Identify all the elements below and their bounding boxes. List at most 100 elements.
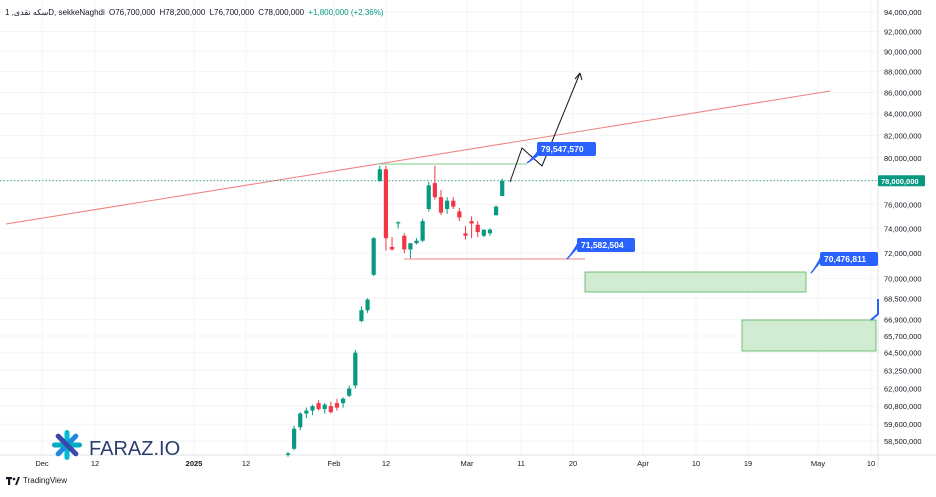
close-label: C [258,8,265,17]
last-price-label: 78,000,000 [881,177,919,186]
x-tick-label: 12 [91,459,99,468]
candle-body [420,221,425,241]
y-tick-label: 92,000,000 [884,27,922,36]
y-tick-label: 74,000,000 [884,224,922,233]
y-tick-label: 68,500,000 [884,294,922,303]
candle-body [340,398,346,404]
y-tick-label: 82,000,000 [884,132,922,141]
candle-body [500,180,505,196]
change-value: +1,800,000 (+2.36%) [308,8,384,17]
candle-body [396,222,401,224]
x-tick-label: Feb [328,459,341,468]
y-tick-label: 80,000,000 [884,154,922,163]
close-value: 78,000,000 [264,8,305,17]
x-tick-label: 20 [569,459,577,468]
candle-body [445,200,450,210]
candle-body [408,243,413,250]
candle-body [389,246,395,250]
y-tick-label: 72,000,000 [884,249,922,258]
y-tick-label: 84,000,000 [884,110,922,119]
candle-body [353,352,358,386]
y-tick-label: 66,900,000 [884,316,922,325]
y-tick-label: 76,000,000 [884,200,922,209]
symbol-header: سکه نقدی, 1D, sekkeNaghdi O76,700,000 H7… [5,8,384,17]
candle-body [402,235,407,250]
y-tick-label: 94,000,000 [884,8,922,17]
y-tick-label: 90,000,000 [884,47,922,56]
y-tick-label: 86,000,000 [884,88,922,97]
callout-box [537,142,596,156]
candle-body [365,299,370,311]
y-tick-label: 63,250,000 [884,366,922,375]
candle-body [493,206,499,216]
logo-petal [55,433,79,457]
x-tick-label: Dec [35,459,49,468]
candle-body [414,240,419,244]
candle-body [487,229,493,234]
resistance-trendline [5,90,831,225]
candle-body [377,169,382,181]
candle-body [438,197,444,213]
callout-label: 70,476,811 [824,254,866,264]
high-value: 78,200,000 [165,8,206,17]
low-value: 76,700,000 [214,8,255,17]
x-tick-label: May [811,459,825,468]
open-value: 76,700,000 [115,8,156,17]
callout-label: 79,547,570 [541,144,584,154]
candle-body [304,410,309,414]
symbol-line: سکه نقدی, 1D, sekkeNaghdi [5,8,105,17]
y-tick-label: 70,000,000 [884,275,922,284]
callout-label: 71,582,504 [581,240,624,250]
asterisk-logo-icon [52,430,82,460]
x-tick-label: 11 [517,459,525,468]
y-tick-label: 65,700,000 [884,332,922,341]
candle-body [426,185,431,210]
callout-box [577,238,635,252]
candle-body [481,229,486,236]
candle-body [347,388,352,396]
candle-body [285,453,291,456]
candle-body [322,404,327,410]
candle-body [359,310,364,321]
x-tick-label: Mar [461,459,474,468]
projection-arrowhead [574,72,583,81]
candle-body [469,221,474,224]
y-tick-label: 60,800,000 [884,402,922,411]
candle-body [475,224,480,233]
high-label: H [159,8,166,17]
x-tick-label: 2025 [186,459,203,468]
tradingview-logo-icon [6,476,20,485]
candle-body [298,413,303,428]
tradingview-brand: TradingView [23,476,68,485]
candle-body [334,403,340,408]
demand-zone-1 [584,271,807,293]
candle-body [457,211,462,218]
demand-zone-2 [741,319,877,352]
callout-pointer-partial [870,299,879,321]
candle-body [371,238,376,275]
candle-body [316,403,321,410]
low-label: L [209,8,215,17]
plot-area [0,0,878,455]
x-tick-label: 19 [744,459,752,468]
x-tick-label: 12 [382,459,390,468]
y-tick-label: 64,500,000 [884,349,922,358]
tradingview-footer[interactable]: TradingView [6,476,67,485]
x-tick-label: Apr [637,459,649,468]
candle-body [328,406,333,413]
projection-path [509,72,581,183]
candle-body [292,428,297,449]
candle-body [463,233,468,236]
y-tick-label: 59,600,000 [884,420,922,429]
x-tick-label: 12 [242,459,250,468]
logo-text: FARAZ.IO [89,438,180,460]
y-tick-label: 58,500,000 [884,437,922,446]
candle-body [451,200,456,207]
last-price-tag [878,175,925,187]
candle-body [432,183,437,198]
x-tick-label: 10 [867,459,875,468]
x-tick-label: 10 [692,459,700,468]
open-label: O [108,8,116,17]
